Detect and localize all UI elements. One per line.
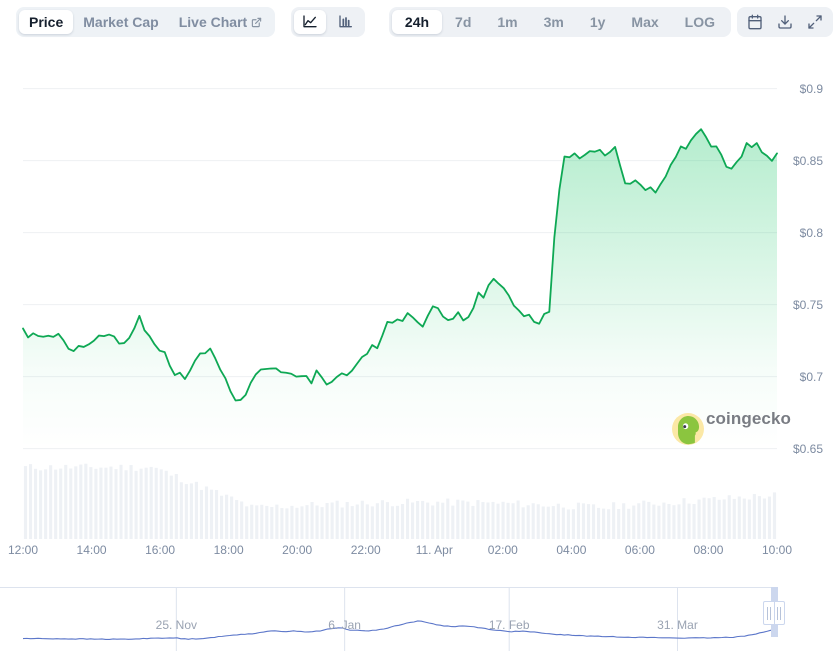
svg-text:coingecko: coingecko [706,409,791,428]
